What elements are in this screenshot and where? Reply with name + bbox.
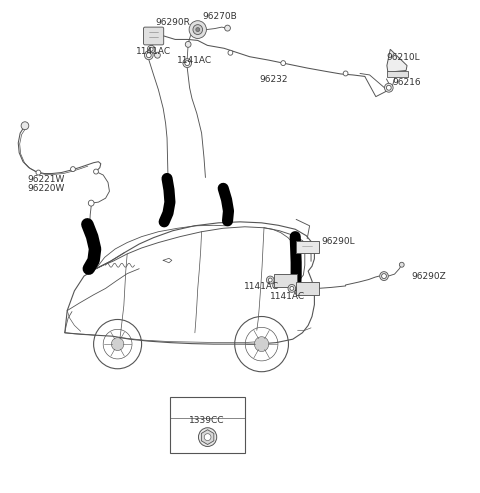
Polygon shape — [65, 222, 314, 344]
Circle shape — [380, 272, 388, 281]
Polygon shape — [202, 430, 214, 445]
Circle shape — [23, 123, 27, 128]
Circle shape — [288, 284, 296, 292]
Circle shape — [144, 51, 153, 60]
Text: 96221W: 96221W — [27, 176, 64, 184]
Text: 1141AC: 1141AC — [177, 56, 212, 65]
Circle shape — [384, 83, 393, 92]
Circle shape — [225, 25, 230, 31]
Circle shape — [185, 61, 190, 66]
Circle shape — [155, 52, 160, 58]
Polygon shape — [387, 49, 407, 72]
Circle shape — [146, 53, 151, 58]
Circle shape — [147, 45, 155, 53]
Circle shape — [185, 41, 191, 47]
Circle shape — [189, 21, 206, 38]
Circle shape — [382, 274, 386, 279]
Circle shape — [21, 122, 29, 130]
FancyBboxPatch shape — [144, 27, 164, 45]
Circle shape — [254, 337, 269, 352]
Circle shape — [386, 85, 391, 90]
Circle shape — [196, 28, 200, 32]
Circle shape — [183, 59, 192, 68]
Text: 96216: 96216 — [393, 78, 421, 87]
Text: 1141AC: 1141AC — [270, 292, 306, 301]
Circle shape — [281, 61, 286, 66]
FancyBboxPatch shape — [274, 274, 297, 287]
Circle shape — [88, 200, 94, 206]
Circle shape — [399, 262, 404, 267]
Text: 1339CC: 1339CC — [189, 416, 224, 424]
Circle shape — [199, 428, 217, 447]
Circle shape — [111, 338, 124, 351]
Text: 96290L: 96290L — [322, 237, 355, 246]
Text: 96220W: 96220W — [27, 184, 64, 193]
Circle shape — [204, 434, 211, 441]
Circle shape — [228, 50, 233, 55]
Circle shape — [343, 71, 348, 76]
Text: 1141AC: 1141AC — [136, 47, 171, 56]
Circle shape — [149, 47, 153, 51]
FancyBboxPatch shape — [296, 282, 319, 295]
Text: 96290Z: 96290Z — [412, 272, 446, 281]
FancyBboxPatch shape — [170, 397, 245, 453]
Text: 96210L: 96210L — [386, 53, 420, 62]
Circle shape — [268, 278, 272, 282]
Text: 96232: 96232 — [259, 75, 288, 84]
Circle shape — [36, 170, 41, 175]
FancyBboxPatch shape — [296, 241, 319, 253]
Circle shape — [193, 25, 203, 35]
Text: 96270B: 96270B — [203, 12, 237, 21]
Text: 96290R: 96290R — [156, 18, 190, 27]
FancyBboxPatch shape — [387, 71, 408, 77]
Circle shape — [266, 276, 274, 284]
Circle shape — [71, 167, 75, 172]
Circle shape — [290, 286, 294, 290]
Circle shape — [94, 169, 98, 174]
Text: 1141AC: 1141AC — [244, 282, 279, 291]
